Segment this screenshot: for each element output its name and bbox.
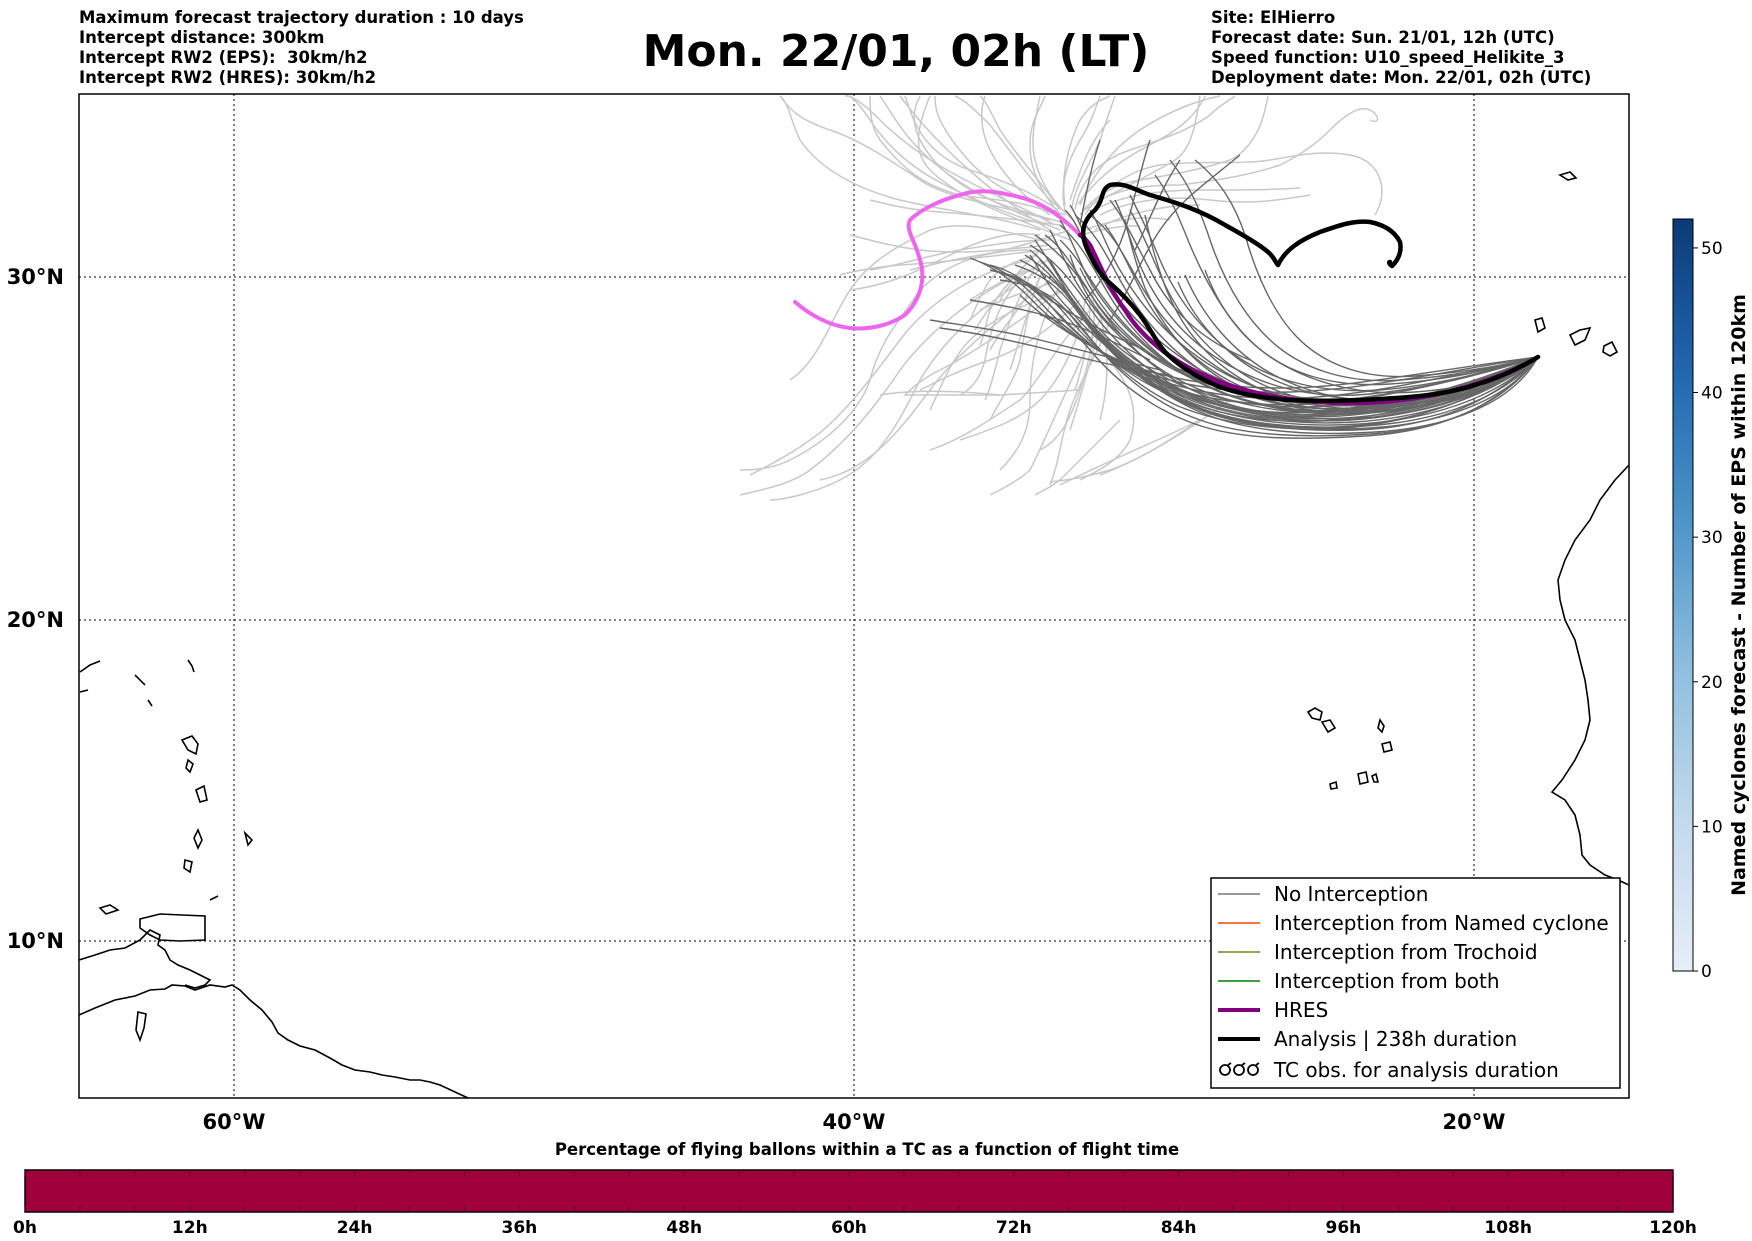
timeline-tick-label: 84h: [1161, 1218, 1197, 1238]
coast-cape-verde-a: [1306, 707, 1323, 721]
legend-swatch-tc-obs-icon: [1219, 1062, 1260, 1076]
hres-trajectory-far: [793, 189, 1082, 331]
lon-label-60w: 60°W: [203, 1110, 266, 1134]
timeline-tick-label: 72h: [996, 1218, 1032, 1238]
coast-antilles-e: [193, 828, 203, 850]
analysis-trajectory: [1080, 182, 1541, 404]
timeline-tick-label: 12h: [172, 1218, 208, 1238]
coast-canary-a: [1534, 317, 1546, 334]
colorbar-label: Named cyclones forecast - Number of EPS …: [1728, 294, 1750, 896]
coast-cape-verde-g: [1371, 772, 1380, 783]
cyclone-colorbar: 0 10 20 30 40 50 Named cyclones forecast - Nu…: [1672, 218, 1750, 982]
coast-antilles-g: [243, 830, 254, 847]
coast-cape-verde-e: [1357, 771, 1369, 785]
forecast-date-text: Forecast date: Sun. 21/01, 12h (UTC): [1211, 28, 1555, 47]
intercept-distance-text: Intercept distance: 300km: [79, 28, 325, 47]
timeline-tick-label: 96h: [1326, 1218, 1362, 1238]
timeline-tick-label: 108h: [1484, 1218, 1532, 1238]
colorbar-ticks: 0 10 20 30 40 50: [1693, 239, 1723, 982]
legend-label-both: Interception from both: [1274, 969, 1500, 993]
colorbar-tick-label: 10: [1701, 817, 1723, 837]
legend: No Interception Interception from Named …: [1210, 877, 1621, 1089]
coast-madeira: [1558, 171, 1578, 181]
coast-antilles-b: [180, 735, 199, 756]
coast-canary-b: [1568, 326, 1592, 347]
colorbar-tick-label: 20: [1701, 673, 1723, 693]
coast-cape-verde-c: [1377, 718, 1385, 734]
coast-antilles-f: [183, 858, 193, 874]
legend-label-tc-obs: TC obs. for analysis duration: [1273, 1058, 1559, 1082]
timeline-tick-label: 0h: [13, 1218, 37, 1238]
timeline-tick-label: 48h: [666, 1218, 702, 1238]
coast-antilles-a: [187, 659, 195, 673]
lon-label-20w: 20°W: [1443, 1110, 1506, 1134]
intercept-hres-text: Intercept RW2 (HRES): 30km/h2: [79, 68, 377, 87]
lat-label-10n: 10°N: [7, 929, 64, 953]
timeline-title: Percentage of flying ballons within a TC…: [555, 1140, 1179, 1159]
coast-cape-verde-f: [1329, 780, 1338, 790]
header-left-info: Maximum forecast trajectory duration : 1…: [79, 8, 524, 88]
coast-cape-verde-d: [1381, 741, 1393, 753]
coast-antilles-k: [135, 1011, 147, 1043]
colorbar-tick-label: 0: [1701, 962, 1712, 982]
lon-label-40w: 40°W: [823, 1110, 886, 1134]
lat-label-20n: 20°N: [7, 608, 64, 632]
colorbar-gradient: [1672, 218, 1694, 972]
coast-canary-c: [1602, 340, 1619, 357]
coast-antilles-h: [79, 660, 101, 673]
intercept-eps-text: Intercept RW2 (EPS): 30km/h2: [79, 48, 368, 67]
timeline-ticks: 0h 12h 24h 36h 48h 60h 72h 84h 96h 108h 120h: [13, 1170, 1697, 1238]
coast-venezuela-north: [79, 929, 212, 989]
coast-antilles-n: [209, 895, 219, 901]
timeline: Percentage of flying ballons within a TC…: [13, 1140, 1697, 1238]
coast-cape-verde-b: [1320, 719, 1337, 734]
timeline-bar: [24, 1169, 1674, 1213]
legend-label-analysis: Analysis | 238h duration: [1274, 1027, 1517, 1051]
colorbar-tick-label: 30: [1701, 528, 1723, 548]
coast-antilles-l: [134, 674, 146, 686]
legend-label-no-interception: No Interception: [1274, 882, 1428, 906]
timeline-tick-label: 36h: [502, 1218, 538, 1238]
coast-antilles-m: [147, 699, 153, 707]
lat-label-30n: 30°N: [7, 265, 64, 289]
coast-antilles-c: [185, 758, 194, 774]
page-title: Mon. 22/01, 02h (LT): [642, 26, 1150, 77]
lat-axis-labels: 30°N 20°N 10°N: [7, 265, 64, 953]
coast-antilles-d: [195, 784, 208, 803]
map-panel: No Interception Interception from Named …: [78, 93, 1630, 1099]
legend-box: [1210, 877, 1621, 1089]
speed-function-text: Speed function: U10_speed_Helikite_3: [1211, 48, 1565, 67]
coastlines: [79, 171, 1629, 1098]
coast-antilles-i: [79, 689, 89, 693]
max-duration-text: Maximum forecast trajectory duration : 1…: [79, 8, 524, 27]
timeline-tick-label: 120h: [1649, 1218, 1697, 1238]
legend-label-trochoid: Interception from Trochoid: [1274, 940, 1538, 964]
coast-west-africa: [1550, 464, 1629, 886]
timeline-tick-label: 24h: [337, 1218, 373, 1238]
deployment-date-text: Deployment date: Mon. 22/01, 02h (UTC): [1211, 68, 1592, 87]
header-right-info: Site: ElHierro Forecast date: Sun. 21/01…: [1211, 8, 1591, 88]
lon-axis-labels: 60°W 40°W 20°W: [203, 1110, 1506, 1134]
legend-label-named-cyclone: Interception from Named cyclone: [1274, 911, 1609, 935]
site-text: Site: ElHierro: [1211, 8, 1336, 27]
coast-south-america: [79, 984, 469, 1098]
colorbar-tick-label: 50: [1701, 239, 1723, 259]
coast-antilles-j: [98, 904, 120, 915]
colorbar-tick-label: 40: [1701, 384, 1723, 404]
legend-label-hres: HRES: [1274, 998, 1328, 1022]
timeline-tick-label: 60h: [831, 1218, 867, 1238]
coast-trinidad: [139, 913, 206, 942]
